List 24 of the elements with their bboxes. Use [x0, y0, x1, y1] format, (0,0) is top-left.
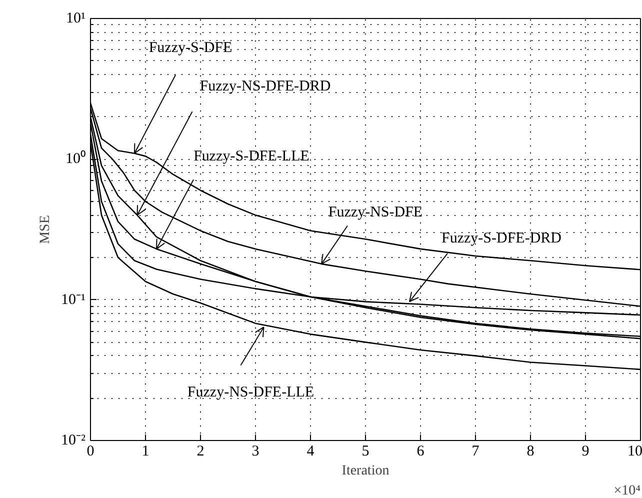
x-tick-label: 1	[142, 444, 150, 460]
annotation: Fuzzy-NS-DFE	[328, 204, 423, 221]
text: ×10⁴	[614, 484, 641, 498]
x-tick-label: 6	[416, 444, 425, 460]
x-tick-label: 4	[306, 444, 315, 460]
x-tick-label: 7	[472, 444, 480, 460]
y-tick-label: 10¹	[66, 10, 86, 26]
annotation: Fuzzy-NS-DFE-DRD	[200, 78, 331, 95]
x-tick-label: 0	[86, 444, 94, 460]
x-axis-title: Iteration	[342, 464, 390, 478]
x-tick-label: 9	[582, 444, 590, 460]
x-tick-label: 5	[362, 444, 370, 460]
annotation: Fuzzy-NS-DFE-LLE	[187, 384, 314, 400]
x-tick-label: 10	[628, 444, 642, 460]
y-tick-label: 10⁰	[66, 150, 86, 168]
y-tick-label: 10⁻²	[61, 432, 86, 448]
x-tick-label: 3	[252, 444, 260, 460]
y-axis-title: MSE	[38, 215, 54, 244]
y-tick-label: 10⁻¹	[61, 292, 86, 308]
annotation: Fuzzy-S-DFE	[148, 40, 232, 56]
annotation: Fuzzy-S-DFE-DRD	[442, 230, 562, 246]
x-tick-label: 2	[196, 444, 204, 460]
annotation: Fuzzy-S-DFE-LLE	[194, 148, 310, 165]
x-tick-label: 8	[526, 444, 534, 460]
